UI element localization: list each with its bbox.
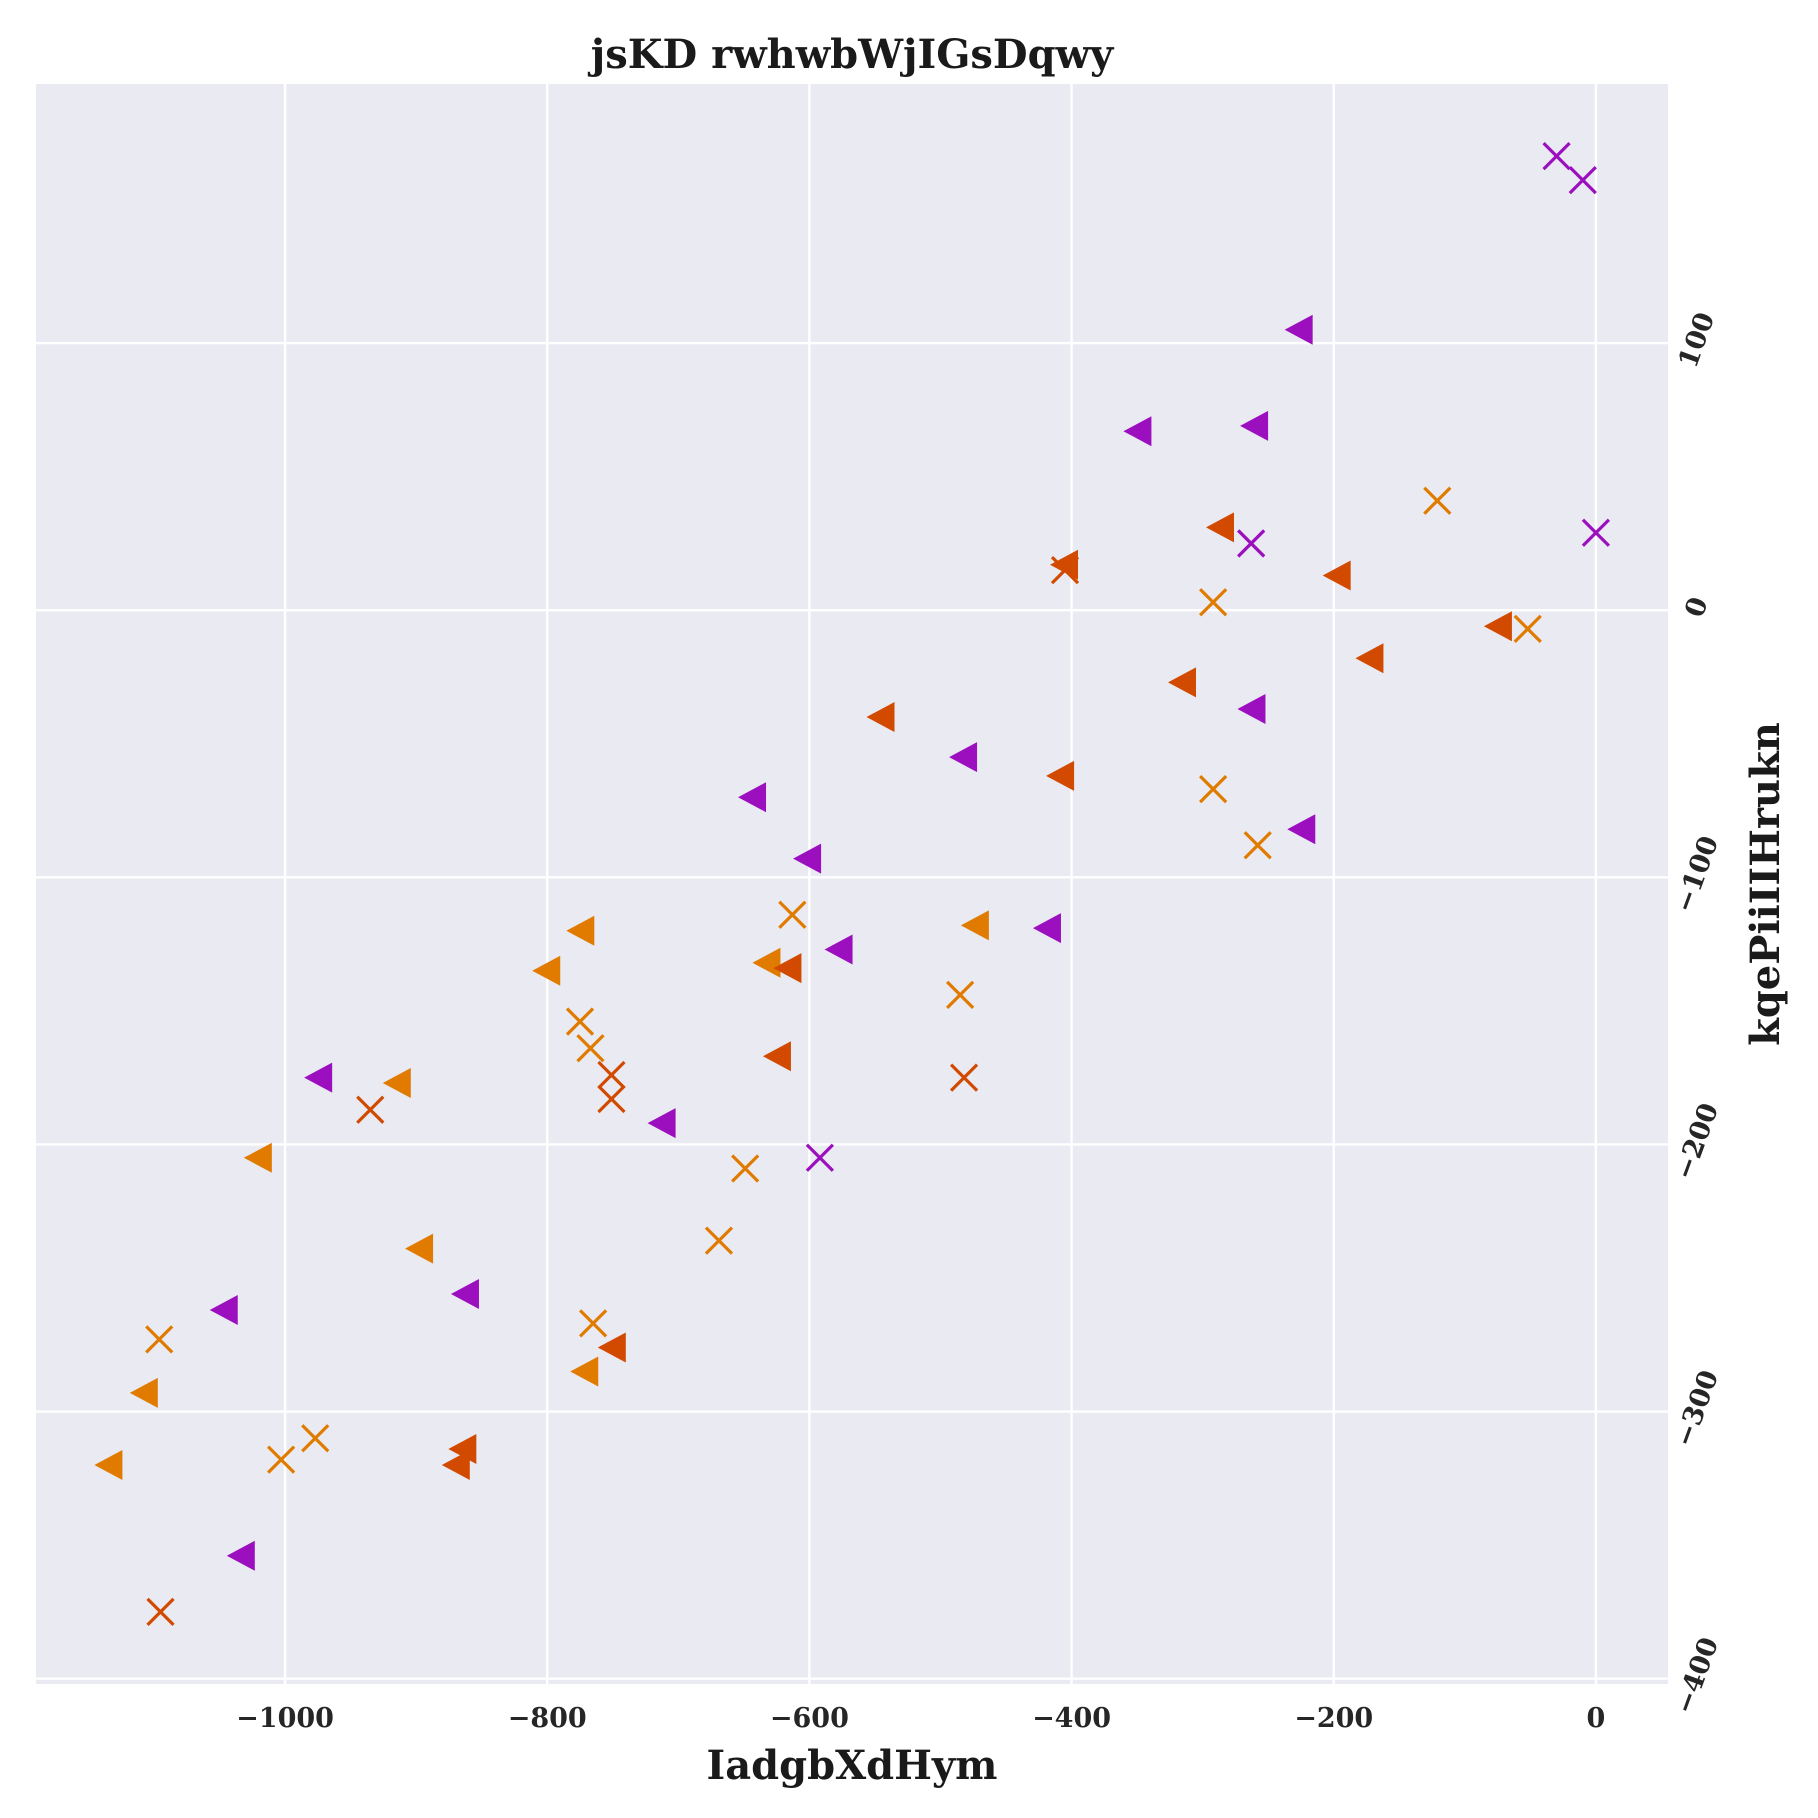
x-tick-label: −200 [1294,1703,1373,1734]
x-marker-point [565,1007,595,1036]
x-tick-label: −400 [1032,1703,1111,1734]
triangle-marker-point [94,1449,123,1480]
x-tick-label: 0 [1587,1703,1606,1734]
x-marker-point [1568,166,1597,195]
triangle-marker-point [441,1449,470,1480]
y-tick-labels: −400 −300 −200 −100 0 100 [1669,308,1725,1718]
x-marker-point [576,1034,605,1063]
x-marker-point [597,1084,626,1114]
triangle-marker-point [1050,549,1079,580]
x-tick-label: −600 [770,1703,849,1734]
triangle-marker-point [405,1233,434,1264]
x-marker-point [778,900,807,929]
x-marker-point [356,1095,385,1124]
x-marker-point [704,1226,734,1255]
triangle-marker-point [226,1540,255,1571]
triangle-marker-point [866,702,895,733]
triangle-marker-point [793,843,822,874]
triangle-marker-point [738,782,767,813]
triangle-marker-point [570,1356,599,1387]
x-tick-labels: −1000 −800 −600 −400 −200 0 [236,1703,1605,1734]
y-tick-label: −300 [1669,1366,1725,1451]
x-tick-label: −800 [508,1703,587,1734]
triangle-marker-point [1046,760,1075,791]
triangle-marker-point [1032,913,1061,944]
triangle-marker-point [532,955,561,986]
x-marker-point [578,1309,608,1338]
x-marker-point [949,1063,979,1092]
triangle-marker-point [1284,314,1313,345]
triangle-marker-point [450,1279,479,1310]
x-marker-point [1513,614,1542,644]
x-marker-point [146,1597,175,1627]
triangle-marker-point [949,742,978,773]
y-tick-label: 100 [1673,308,1721,372]
x-marker-point [1243,831,1272,860]
x-tick-label: −1000 [236,1703,334,1734]
y-axis-label: kqePiiIIHrukn [1742,722,1789,1046]
triangle-marker-point [1237,694,1266,725]
x-marker-point [805,1143,835,1172]
x-marker-point [597,1060,626,1090]
x-marker-point [145,1325,174,1354]
y-tick-label: −200 [1669,1099,1725,1184]
triangle-marker-point [647,1108,676,1139]
triangle-marker-point [762,1041,791,1072]
x-marker-point [1199,588,1228,617]
triangle-marker-point [129,1377,158,1408]
triangle-marker-point [1483,611,1512,642]
x-marker-point [1237,529,1266,558]
triangle-marker-point [960,910,989,941]
triangle-marker-point [1322,560,1351,591]
triangle-marker-point [824,934,853,965]
x-marker-point [1581,518,1611,547]
x-marker-point [731,1154,760,1183]
triangle-marker-point [752,947,781,978]
y-tick-label: −100 [1669,832,1725,917]
triangle-marker-point [1287,814,1316,845]
y-tick-label: −400 [1669,1633,1725,1718]
triangle-marker-point [382,1067,411,1098]
x-marker-point [1423,486,1452,515]
plot-background [36,84,1668,1684]
triangle-marker-point [1123,416,1152,447]
triangle-marker-point [1206,512,1235,543]
triangle-marker-point [597,1332,626,1363]
chart-title: jsKD rwhwbWjIGsDqwy [588,31,1115,78]
grid-lines [36,84,1668,1684]
triangle-marker-point [304,1062,333,1093]
x-marker-point [946,980,975,1009]
triangle-marker-point [1355,643,1384,674]
triangle-marker-point [566,915,595,946]
triangle-marker-point [243,1142,272,1173]
x-axis-label: IadgbXdHym [707,1742,998,1789]
x-marker-point [266,1445,296,1474]
x-marker-point [1199,775,1228,804]
triangle-marker-point [773,953,802,984]
data-points [94,141,1611,1627]
triangle-marker-point [1240,410,1269,441]
x-marker-point [301,1424,330,1453]
y-tick-label: 0 [1679,593,1715,621]
triangle-marker-point [1167,667,1196,698]
x-marker-point [1542,141,1571,171]
triangle-marker-point [209,1295,238,1326]
